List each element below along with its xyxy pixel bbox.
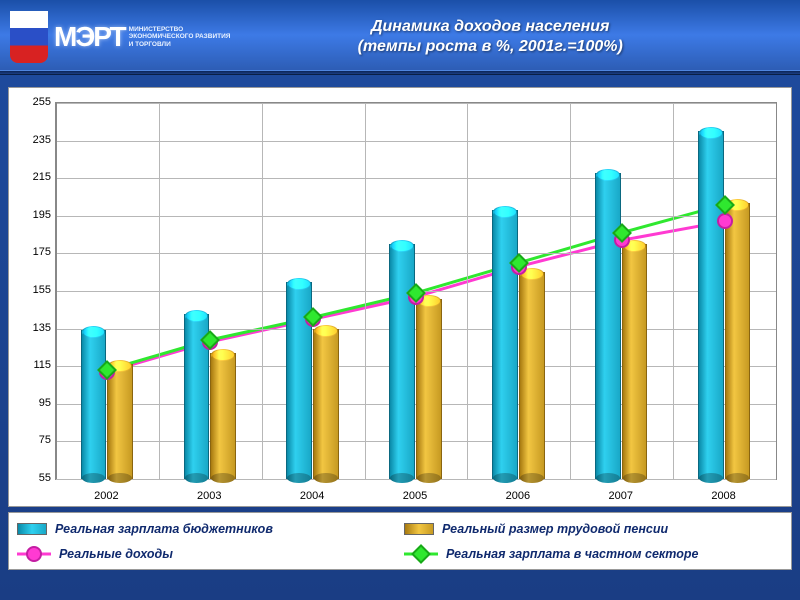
legend-label: Реальные доходы [59, 547, 173, 561]
logo-abbrev: МЭРТ [54, 21, 125, 53]
x-axis-label: 2006 [506, 490, 530, 502]
y-axis-label: 255 [13, 96, 51, 108]
y-axis-label: 175 [13, 246, 51, 258]
chart-panel: 55 75 95 115 135 155 175 195 215 235 255 2002 2003 20… [8, 87, 792, 507]
bar [595, 173, 621, 479]
gridline [776, 103, 777, 479]
gridline [56, 479, 776, 480]
gridline [673, 103, 674, 479]
bar [519, 272, 545, 479]
legend-item-bar2: Реальный размер трудовой пенсии [404, 517, 783, 540]
bar [725, 203, 751, 479]
legend-line-icon [404, 547, 438, 561]
legend-item-line1: Реальные доходы [17, 542, 396, 565]
header-bar: МЭРТ МИНИСТЕРСТВО ЭКОНОМИЧЕСКОГО РАЗВИТИ… [0, 0, 800, 70]
divider-band [0, 70, 800, 75]
legend-label: Реальная зарплата бюджетников [55, 522, 273, 536]
x-axis-label: 2007 [608, 490, 632, 502]
legend-item-bar1: Реальная зарплата бюджетников [17, 517, 396, 540]
x-axis-label: 2002 [94, 490, 118, 502]
plot-area [55, 102, 777, 480]
gridline [467, 103, 468, 479]
y-axis-label: 135 [13, 322, 51, 334]
gridline [56, 253, 776, 254]
bar [622, 244, 648, 479]
gridline [56, 103, 57, 479]
legend-line-icon [17, 547, 51, 561]
bar [416, 299, 442, 479]
gridline [159, 103, 160, 479]
bar [81, 330, 107, 479]
x-axis-label: 2008 [711, 490, 735, 502]
legend-swatch-icon [17, 523, 47, 535]
gridline [56, 216, 776, 217]
y-axis-label: 115 [13, 359, 51, 371]
logo-subtext: МИНИСТЕРСТВО ЭКОНОМИЧЕСКОГО РАЗВИТИЯ И Т… [129, 26, 231, 47]
gridline [570, 103, 571, 479]
x-axis-label: 2004 [300, 490, 324, 502]
gridline [262, 103, 263, 479]
page-title: Динамика доходов населения (темпы роста … [230, 17, 790, 57]
y-axis-label: 95 [13, 397, 51, 409]
legend: Реальная зарплата бюджетников Реальный р… [8, 512, 792, 570]
legend-item-line2: Реальная зарплата в частном секторе [404, 542, 783, 565]
legend-label: Реальный размер трудовой пенсии [442, 522, 668, 536]
gridline [56, 141, 776, 142]
y-axis-label: 235 [13, 134, 51, 146]
x-axis-label: 2005 [403, 490, 427, 502]
bar [698, 131, 724, 479]
bar [492, 210, 518, 479]
legend-label: Реальная зарплата в частном секторе [446, 547, 698, 561]
gridline [365, 103, 366, 479]
flag-icon [10, 11, 48, 63]
marker-icon [717, 213, 733, 229]
ministry-logo: МЭРТ МИНИСТЕРСТВО ЭКОНОМИЧЕСКОГО РАЗВИТИ… [54, 21, 230, 53]
bar [313, 329, 339, 479]
bar [389, 244, 415, 479]
y-axis-label: 75 [13, 434, 51, 446]
x-axis-label: 2003 [197, 490, 221, 502]
bar [210, 353, 236, 479]
bar [107, 364, 133, 479]
content-area: 55 75 95 115 135 155 175 195 215 235 255 2002 2003 20… [8, 82, 792, 592]
legend-swatch-icon [404, 523, 434, 535]
y-axis-label: 155 [13, 284, 51, 296]
y-axis-label: 55 [13, 472, 51, 484]
gridline [56, 103, 776, 104]
y-axis-label: 195 [13, 209, 51, 221]
y-axis-label: 215 [13, 171, 51, 183]
gridline [56, 178, 776, 179]
